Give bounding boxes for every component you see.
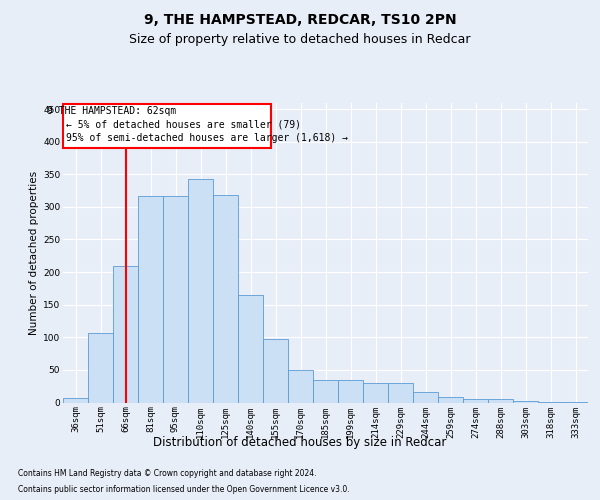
Bar <box>113 266 138 402</box>
Bar <box>238 295 263 403</box>
Bar <box>213 195 238 402</box>
Bar <box>413 392 438 402</box>
Bar <box>463 399 488 402</box>
Text: Contains public sector information licensed under the Open Government Licence v3: Contains public sector information licen… <box>18 485 350 494</box>
Text: 95% of semi-detached houses are larger (1,618) →: 95% of semi-detached houses are larger (… <box>65 134 347 143</box>
Bar <box>338 380 363 402</box>
Text: 9 THE HAMPSTEAD: 62sqm: 9 THE HAMPSTEAD: 62sqm <box>47 106 176 117</box>
Bar <box>88 334 113 402</box>
Bar <box>363 383 388 402</box>
Bar <box>163 196 188 402</box>
Text: ← 5% of detached houses are smaller (79): ← 5% of detached houses are smaller (79) <box>65 120 301 130</box>
Bar <box>288 370 313 402</box>
Bar <box>388 383 413 402</box>
Bar <box>313 380 338 402</box>
FancyBboxPatch shape <box>63 104 271 148</box>
Text: Size of property relative to detached houses in Redcar: Size of property relative to detached ho… <box>129 32 471 46</box>
Bar <box>138 196 163 402</box>
Bar <box>488 399 513 402</box>
Bar <box>513 401 538 402</box>
Bar <box>63 398 88 402</box>
Y-axis label: Number of detached properties: Number of detached properties <box>29 170 39 334</box>
Bar <box>188 179 213 402</box>
Bar <box>438 398 463 402</box>
Text: 9, THE HAMPSTEAD, REDCAR, TS10 2PN: 9, THE HAMPSTEAD, REDCAR, TS10 2PN <box>143 12 457 26</box>
Bar <box>263 339 288 402</box>
Text: Distribution of detached houses by size in Redcar: Distribution of detached houses by size … <box>154 436 446 449</box>
Text: Contains HM Land Registry data © Crown copyright and database right 2024.: Contains HM Land Registry data © Crown c… <box>18 468 317 477</box>
